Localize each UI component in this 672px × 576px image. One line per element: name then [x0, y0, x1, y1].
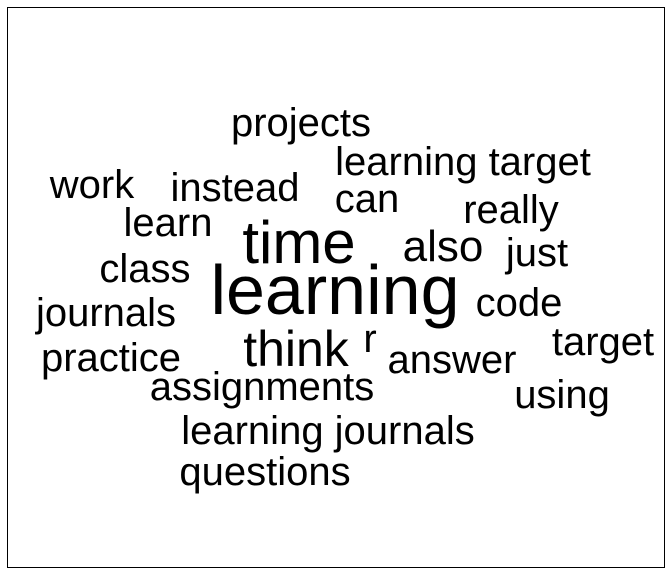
word-class: class — [99, 247, 190, 291]
chart-frame — [7, 7, 665, 568]
word-also: also — [403, 222, 484, 271]
word-assignments: assignments — [150, 365, 375, 409]
word-r: r — [363, 317, 376, 361]
word-practice: practice — [41, 336, 181, 380]
word-instead: instead — [171, 166, 300, 210]
word-answer: answer — [388, 338, 517, 382]
word-code: code — [476, 281, 563, 325]
word-questions: questions — [179, 450, 350, 494]
word-learning: learning — [210, 251, 459, 329]
word-can: can — [335, 177, 400, 221]
word-journals: journals — [35, 291, 176, 335]
word-target: target — [552, 320, 654, 364]
word-learning-journals: learning journals — [181, 409, 475, 453]
word-just: just — [505, 231, 568, 275]
word-time: time — [242, 209, 355, 276]
word-work: work — [49, 163, 135, 207]
word-projects: projects — [231, 101, 371, 145]
word-really: really — [463, 188, 559, 232]
word-learning-target: learning target — [335, 140, 591, 184]
word-learn: learn — [124, 201, 213, 245]
word-think: think — [243, 321, 350, 377]
word-using: using — [514, 373, 610, 417]
